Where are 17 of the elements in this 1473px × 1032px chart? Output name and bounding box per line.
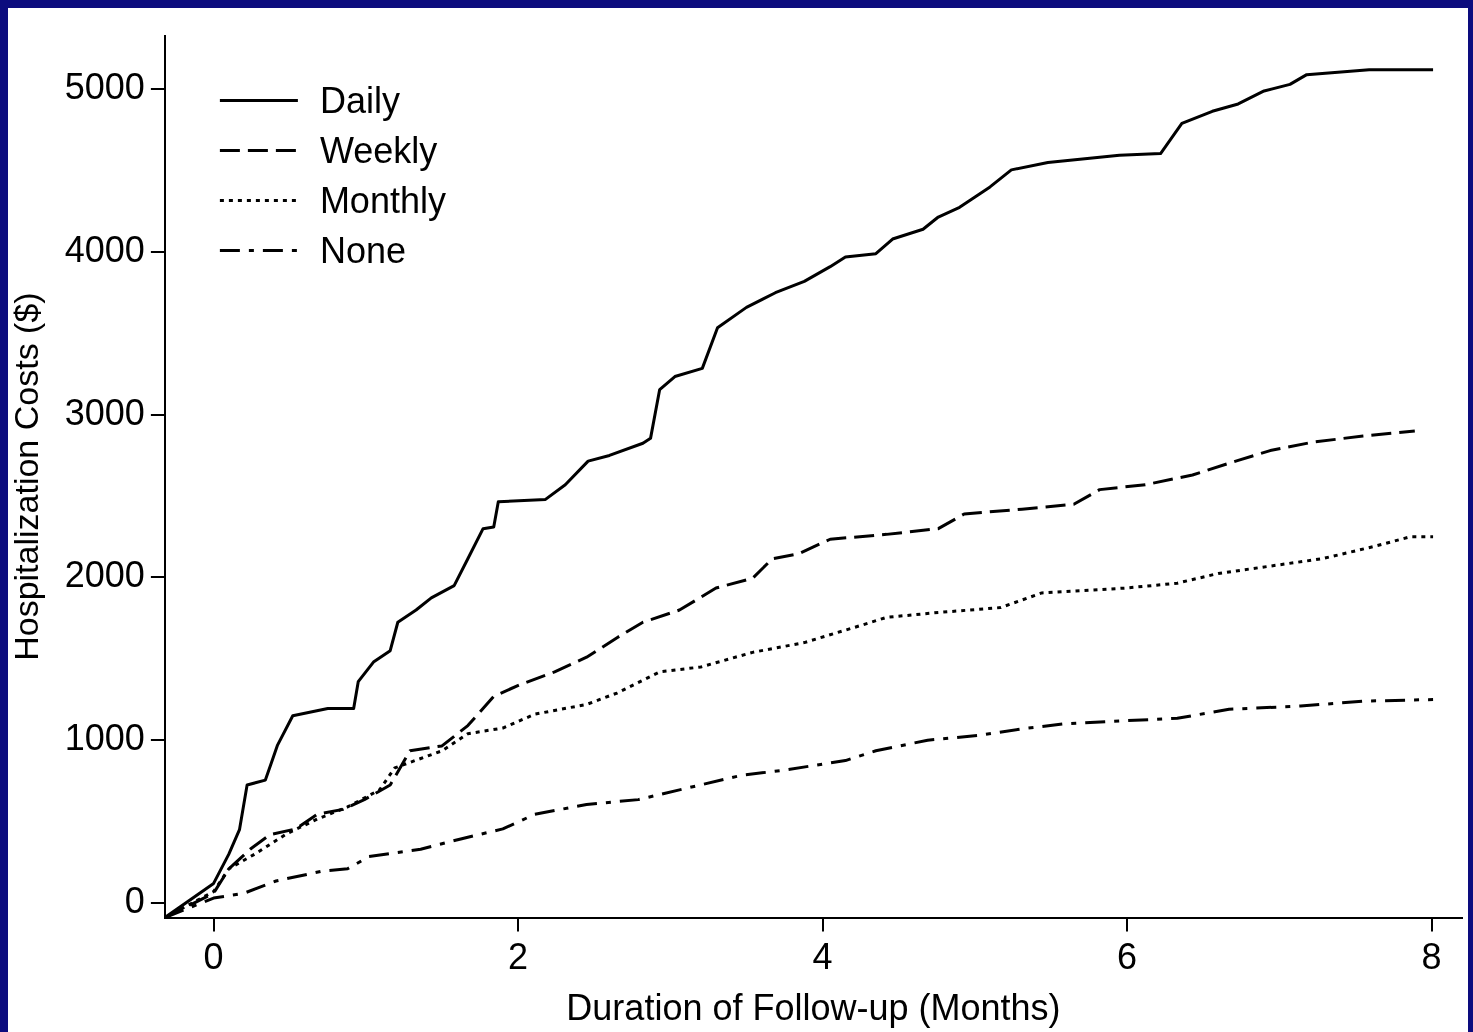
y-tick-label: 1000	[64, 717, 145, 759]
y-tick-label: 4000	[64, 228, 145, 270]
y-tick-label: 5000	[64, 66, 145, 108]
y-tick-label: 0	[124, 879, 145, 921]
x-tick-label: 6	[1117, 936, 1138, 978]
legend-label: Daily	[319, 79, 400, 121]
x-tick-label: 2	[508, 936, 529, 978]
x-axis-title: Duration of Follow-up (Months)	[566, 987, 1061, 1029]
y-tick-label: 2000	[64, 554, 145, 596]
x-tick-label: 8	[1421, 936, 1442, 978]
y-axis-title: Hospitalization Costs ($)	[6, 292, 45, 661]
legend-label: None	[319, 229, 406, 271]
x-tick-label: 0	[203, 936, 224, 978]
legend-label: Weekly	[319, 129, 438, 171]
y-tick-label: 3000	[64, 391, 145, 433]
legend-label: Monthly	[319, 179, 446, 221]
x-tick-label: 4	[812, 936, 833, 978]
